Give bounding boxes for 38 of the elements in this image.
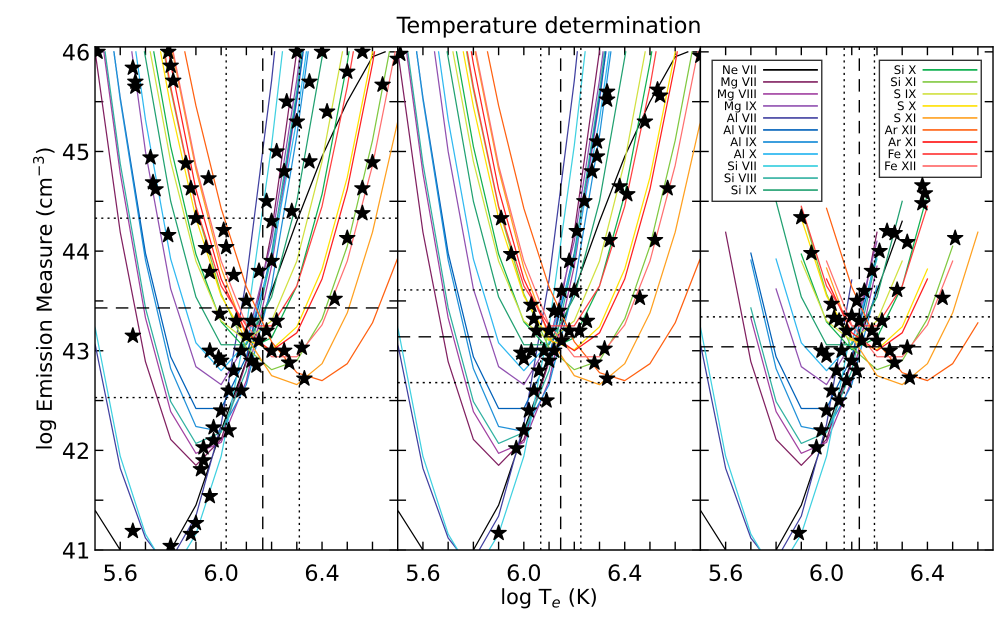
legend-label: Si XI — [891, 77, 916, 86]
x-tick-label: 6.0 — [205, 564, 238, 582]
legend-label: Mg VII — [722, 77, 756, 88]
legend-label: S IX — [894, 89, 916, 98]
x-tick-label: 6.4 — [306, 564, 338, 582]
y-tick-label: 42 — [62, 442, 88, 459]
x-tick-label: 5.6 — [406, 564, 440, 582]
x-tick-label: 5.6 — [104, 564, 137, 582]
legend-label: Fe XII — [885, 162, 916, 170]
x-tick-label: 6.0 — [508, 564, 540, 582]
legend-label: Mg IX — [724, 101, 756, 113]
x-tick-label: 6.4 — [608, 564, 642, 582]
legend-label: Ar XI — [888, 138, 916, 146]
legend-label: Mg VIII — [718, 89, 756, 101]
x-tick-label: 6.4 — [911, 564, 944, 582]
legend-label: Si VIII — [724, 173, 756, 182]
legend-label: Al X — [734, 149, 756, 158]
legend-label: S X — [898, 101, 916, 110]
chart-title: Temperature determination — [396, 16, 700, 38]
legend-label: S XI — [894, 113, 916, 122]
legend-label: Ne VII — [723, 65, 756, 74]
y-axis-title: log Emission Measure (cm$^{−3}$) — [32, 148, 56, 448]
legend-label: Si X — [894, 65, 916, 74]
legend-label: Si VII — [728, 161, 756, 170]
x-axis-title: log T$_{e}$ (K) — [502, 588, 596, 608]
x-tick-label: 5.6 — [710, 564, 742, 582]
y-tick-label: 43 — [62, 342, 88, 360]
legend-label: Fe XI — [888, 150, 916, 158]
legend-label: Al VIII — [723, 125, 756, 134]
x-tick-label: 6.0 — [810, 564, 843, 582]
y-tick-label: 45 — [62, 144, 88, 160]
y-tick-label: 46 — [62, 44, 89, 61]
legend-label: Al VII — [726, 113, 756, 122]
y-tick-label: 41 — [62, 542, 88, 558]
y-tick-label: 44 — [62, 243, 89, 260]
legend-label: Si IX — [732, 185, 756, 194]
legend-label: Ar XII — [884, 125, 916, 134]
legend-label: Al IX — [730, 137, 756, 146]
